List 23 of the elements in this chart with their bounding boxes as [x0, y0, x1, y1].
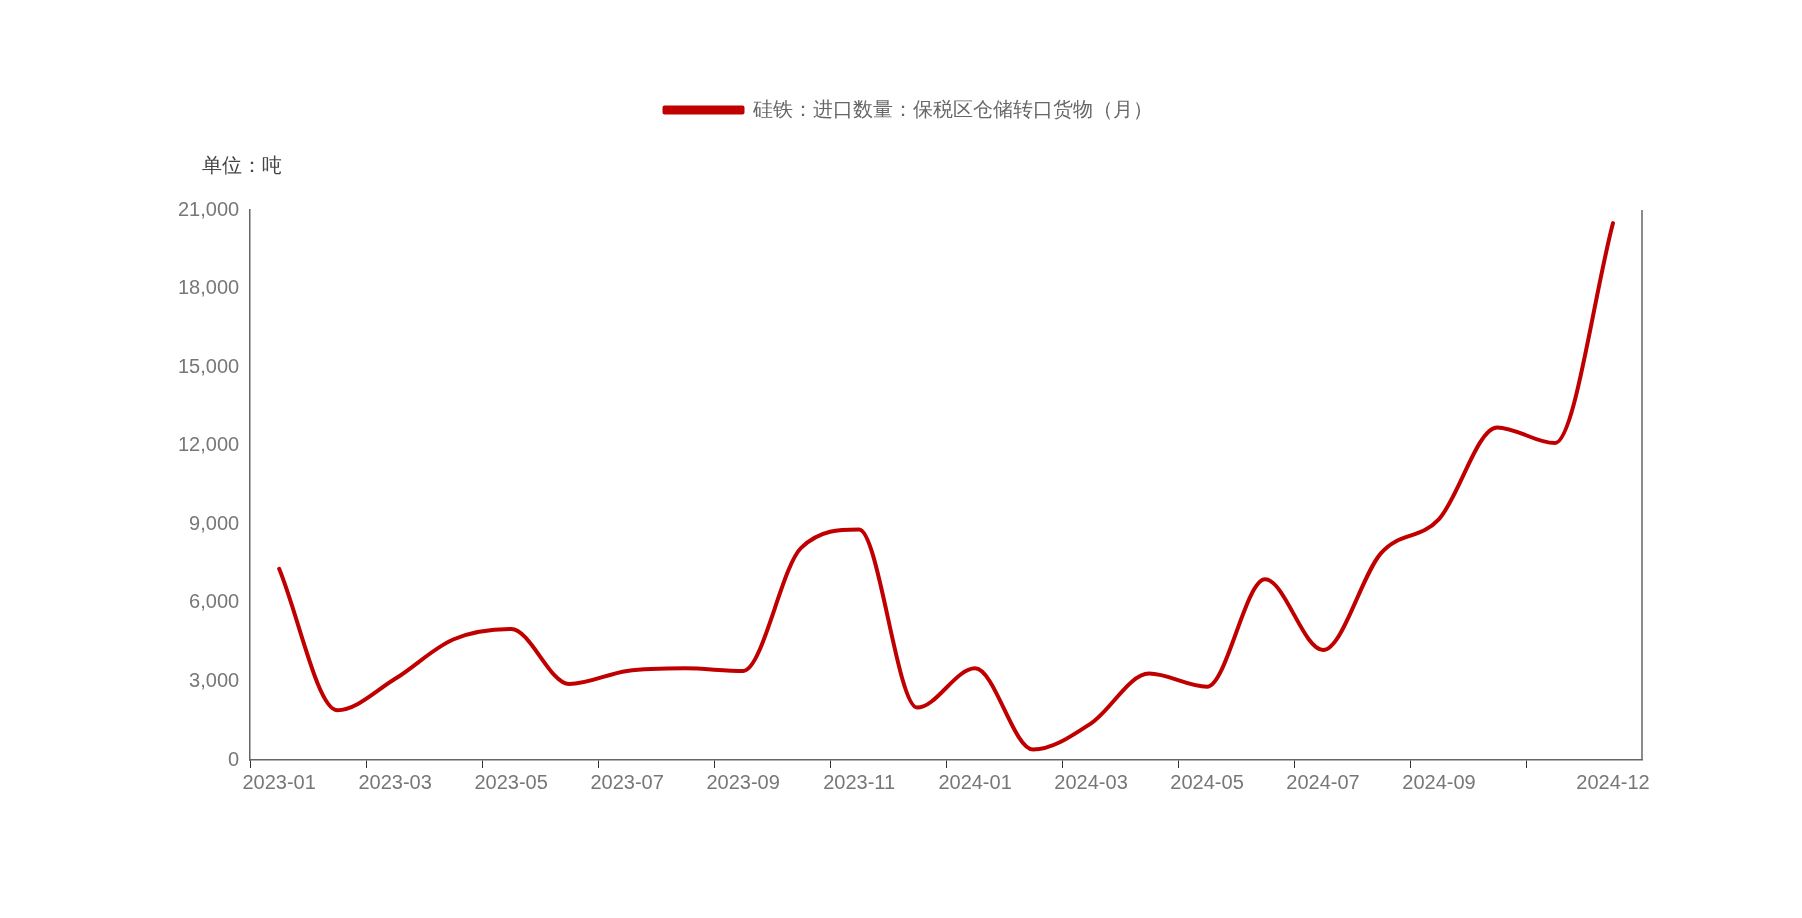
y-tick-label: 6,000	[189, 590, 240, 613]
x-tick-label: 2023-01	[242, 770, 316, 793]
line-series	[277, 221, 1615, 752]
x-tick-label: 2024-01	[938, 770, 1012, 793]
y-tick-label: 3,000	[189, 668, 240, 691]
x-tick-label: 2024-12	[1576, 770, 1650, 793]
x-tick-label: 2024-09	[1402, 770, 1476, 793]
y-tick-label: 0	[228, 747, 240, 770]
y-tick-label: 9,000	[189, 511, 240, 534]
x-tick-label: 2023-05	[474, 770, 548, 793]
y-tick-label: 15,000	[178, 354, 240, 377]
y-tick-label: 12,000	[178, 433, 240, 456]
x-tick-label: 2023-03	[358, 770, 432, 793]
x-tick-label: 2023-09	[706, 770, 780, 793]
y-tick-label: 21,000	[178, 197, 240, 220]
x-tick-label: 2023-11	[823, 770, 896, 793]
x-tick-label: 2023-07	[590, 770, 664, 793]
x-tick-label: 2024-03	[1054, 770, 1128, 793]
y-axis-title: 单位：吨	[202, 152, 282, 179]
y-tick-label: 18,000	[178, 276, 240, 299]
x-tick-label: 2024-05	[1170, 770, 1244, 793]
legend-label: 硅铁：进口数量：保税区仓储转口货物（月）	[751, 97, 1153, 120]
x-tick-label: 2024-07	[1286, 770, 1360, 793]
